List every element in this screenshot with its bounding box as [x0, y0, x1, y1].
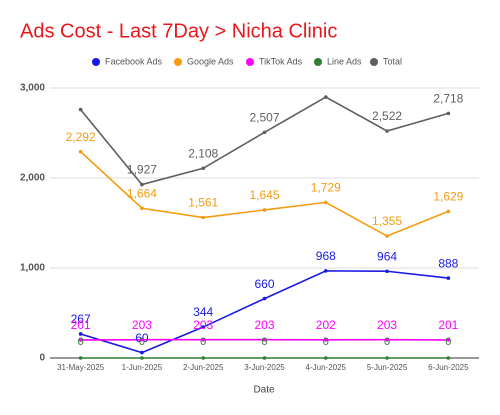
data-label: 203	[132, 318, 152, 332]
x-tick-label: 3-Jun-2025	[244, 363, 285, 372]
data-label: 203	[254, 318, 274, 332]
data-label: 0	[200, 336, 206, 348]
data-point	[201, 356, 206, 360]
x-tick-label: 5-Jun-2025	[367, 363, 408, 372]
data-label: 2,292	[66, 130, 96, 144]
data-point	[262, 208, 267, 212]
data-point	[140, 206, 144, 211]
data-point	[446, 111, 451, 116]
data-point	[201, 337, 206, 342]
data-label: 1,645	[249, 188, 279, 202]
data-label: 0	[78, 336, 84, 348]
data-point	[323, 269, 328, 273]
data-point	[140, 182, 144, 187]
data-label: 1,927	[127, 163, 157, 177]
data-point	[262, 356, 267, 360]
data-label: 964	[377, 249, 397, 263]
data-label: 202	[316, 318, 336, 332]
data-label: 2,718	[433, 92, 463, 106]
data-label: 2,108	[188, 146, 218, 160]
data-label: 660	[254, 277, 274, 291]
data-point	[78, 332, 83, 336]
x-tick-label: 2-Jun-2025	[183, 363, 224, 372]
data-point	[201, 166, 206, 171]
legend-marker	[370, 58, 378, 66]
data-point	[262, 130, 267, 135]
data-label: 0	[323, 336, 329, 348]
x-tick-label: 1-Jun-2025	[122, 363, 163, 372]
x-tick-label: 6-Jun-2025	[428, 363, 469, 372]
data-point	[446, 356, 451, 360]
legend-label: TikTok Ads	[259, 56, 303, 66]
data-point	[323, 338, 328, 342]
legend-label: Line Ads	[327, 56, 362, 66]
data-point	[140, 350, 144, 355]
legend-label: Total	[383, 56, 402, 66]
data-label: 344	[193, 305, 213, 319]
data-label: 60	[135, 331, 149, 345]
data-label: 0	[384, 336, 390, 348]
data-point	[201, 325, 206, 329]
data-label: 0	[445, 336, 451, 348]
data-point	[446, 338, 451, 342]
y-tick-label: 0	[39, 353, 45, 364]
data-label: 0	[261, 336, 267, 348]
x-tick-label: 31-May-2025	[57, 363, 105, 372]
data-label: 2,507	[249, 111, 279, 125]
data-label: 0	[139, 336, 145, 348]
data-point	[262, 296, 267, 301]
data-label: 1,664	[127, 186, 157, 200]
data-label: 1,729	[311, 181, 341, 195]
data-label: 267	[71, 312, 91, 326]
data-point	[323, 200, 328, 205]
data-point	[385, 234, 389, 238]
data-label: 1,629	[433, 190, 463, 204]
data-point	[385, 129, 389, 133]
data-point	[78, 107, 83, 112]
data-point	[323, 356, 328, 360]
data-label: 968	[316, 249, 336, 263]
data-point	[323, 95, 328, 99]
legend-marker	[314, 58, 322, 66]
legend-marker	[246, 58, 254, 66]
data-point	[446, 276, 451, 280]
data-point	[262, 337, 267, 342]
x-tick-label: 4-Jun-2025	[306, 363, 347, 372]
y-tick-label: 3,000	[20, 83, 45, 94]
data-point	[385, 356, 389, 360]
data-label: 1,355	[372, 214, 402, 228]
data-point	[78, 356, 83, 360]
data-label: 201	[71, 318, 91, 332]
data-label: 201	[438, 318, 458, 332]
data-point	[140, 337, 144, 342]
data-point	[78, 338, 83, 342]
y-tick-label: 2,000	[20, 173, 45, 184]
data-label: 888	[438, 256, 458, 270]
legend-label: Google Ads	[187, 56, 234, 66]
data-point	[140, 356, 144, 360]
legend-marker	[92, 58, 100, 66]
data-label: 2,522	[372, 109, 402, 123]
data-label: 203	[193, 318, 213, 332]
x-axis-title: Date	[253, 385, 275, 396]
data-label: 1,561	[188, 196, 218, 210]
legend-marker	[174, 58, 182, 66]
data-point	[446, 209, 451, 214]
data-label: 203	[377, 318, 397, 332]
legend-label: Facebook Ads	[105, 56, 163, 66]
data-point	[385, 269, 389, 274]
y-tick-label: 1,000	[20, 263, 45, 274]
chart-title: Ads Cost - Last 7Day > Nicha Clinic	[20, 20, 337, 42]
data-point	[78, 149, 83, 154]
data-point	[201, 215, 206, 220]
data-point	[385, 337, 389, 342]
